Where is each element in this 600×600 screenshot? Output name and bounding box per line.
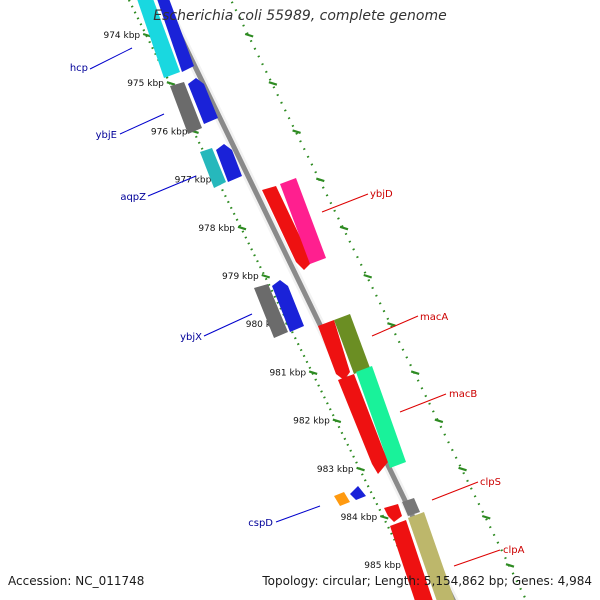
gene-leader-line xyxy=(453,549,501,567)
gene-leader-line xyxy=(431,481,479,501)
gene-arrow-blue[interactable] xyxy=(188,78,218,124)
gene-arrow-khaki[interactable] xyxy=(408,512,456,600)
genome-summary-text: Topology: circular; Length: 5,154,862 bp… xyxy=(262,574,592,588)
gene-label-clpS[interactable]: clpS xyxy=(480,477,501,488)
tick-label: 975 kbp xyxy=(127,79,164,89)
gene-label-clpA[interactable]: clpA xyxy=(503,545,525,556)
gene-leader-line xyxy=(147,175,197,197)
map-title: Escherichia coli 55989, complete genome xyxy=(153,8,447,24)
gene-arrow-springgreen[interactable] xyxy=(356,366,406,468)
gene-arrow-blue[interactable] xyxy=(272,280,304,332)
tick-mark xyxy=(434,418,444,424)
tick-label: 981 kbp xyxy=(269,368,306,378)
gene-leader-line xyxy=(275,505,321,523)
tick-ring-inner xyxy=(127,0,426,600)
gene-label-ybjD[interactable]: ybjD xyxy=(370,189,393,200)
tick-label: 978 kbp xyxy=(198,224,235,234)
gene-label-ybjX[interactable]: ybjX xyxy=(180,332,202,343)
gene-label-macB[interactable]: macB xyxy=(449,389,477,400)
gene-arrow-red[interactable] xyxy=(318,320,350,380)
kbp-ticks: 974 kbp 975 kbp 976 kbp 977 kbp 978 kbp 979 k… xyxy=(103,31,515,571)
gene-arrow-orange[interactable] xyxy=(334,492,350,506)
gene-label-cspD[interactable]: cspD xyxy=(248,518,273,529)
tick-mark xyxy=(237,225,247,231)
gene-leader-line xyxy=(371,315,419,337)
gene-label-aqpZ[interactable]: aqpZ xyxy=(120,192,146,203)
gene-arrow-red[interactable] xyxy=(384,504,402,522)
gene-features xyxy=(136,0,456,600)
tick-mark xyxy=(505,563,515,568)
tick-label: 985 kbp xyxy=(364,561,401,571)
tick-label: 982 kbp xyxy=(293,417,330,427)
tick-mark xyxy=(315,177,325,183)
tick-ring-outer xyxy=(229,0,528,600)
tick-label: 983 kbp xyxy=(317,465,354,475)
gene-leader-line xyxy=(203,313,253,337)
gene-arrow-red[interactable] xyxy=(338,374,388,474)
gene-leader-line xyxy=(89,47,133,70)
gene-arrow-gray[interactable] xyxy=(254,284,288,338)
tick-mark xyxy=(356,466,365,472)
tick-mark xyxy=(261,273,271,279)
gene-leader-line xyxy=(399,393,447,413)
gene-arrow-blue[interactable] xyxy=(216,144,242,182)
tick-mark xyxy=(410,370,420,375)
gene-label-macA[interactable]: macA xyxy=(420,312,448,323)
tick-mark xyxy=(387,322,396,327)
tick-mark xyxy=(481,514,491,520)
gene-arrow-teal[interactable] xyxy=(200,148,226,188)
gene-leader-line xyxy=(321,193,369,213)
tick-label: 974 kbp xyxy=(103,31,140,41)
gene-arrow-cyan[interactable] xyxy=(136,0,180,78)
tick-mark xyxy=(339,225,349,231)
gene-labels: hcp ybjE aqpZ ybjD ybjX macA macB clpS cspD clpA xyxy=(70,47,525,567)
tick-label: 976 kbp xyxy=(151,127,188,137)
tick-label: 980 kbp xyxy=(246,320,283,330)
gene-label-ybjE[interactable]: ybjE xyxy=(96,130,117,141)
tick-mark xyxy=(379,514,389,520)
tick-mark xyxy=(268,81,278,86)
gene-arrow-blue[interactable] xyxy=(156,0,194,72)
tick-mark xyxy=(332,418,342,424)
gene-arrow-red[interactable] xyxy=(390,520,434,600)
tick-mark xyxy=(244,32,254,38)
tick-mark xyxy=(363,273,373,279)
tick-mark xyxy=(166,81,176,86)
gene-arrow-olive[interactable] xyxy=(334,314,370,374)
gene-leader-line xyxy=(119,113,165,135)
tick-mark xyxy=(308,370,318,375)
gene-arrow-blue[interactable] xyxy=(350,486,366,500)
gene-arrow-red[interactable] xyxy=(262,186,312,270)
gene-arrow-pink[interactable] xyxy=(280,178,326,264)
accession-text: Accession: NC_011748 xyxy=(8,574,145,588)
tick-mark xyxy=(292,129,301,134)
tick-label: 984 kbp xyxy=(341,513,378,523)
gene-arrow-gray[interactable] xyxy=(402,498,420,516)
tick-label: 979 kbp xyxy=(222,272,259,282)
tick-label: 977 kbp xyxy=(175,176,212,186)
gene-label-hcp[interactable]: hcp xyxy=(70,63,88,74)
gene-arrow-gray[interactable] xyxy=(170,82,202,134)
tick-mark xyxy=(458,466,467,472)
